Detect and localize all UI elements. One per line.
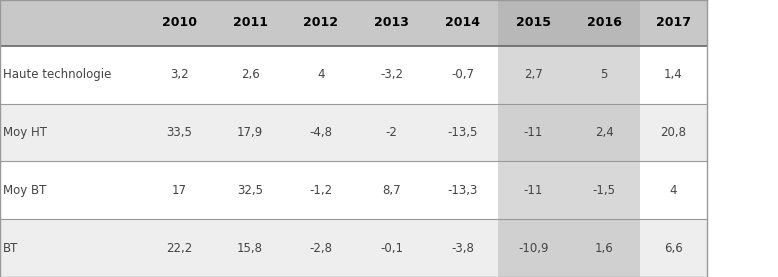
Text: 2,4: 2,4 (594, 126, 614, 139)
Bar (498, 46, 569, 104)
Text: Moy HT: Moy HT (3, 126, 47, 139)
Bar (215, 161, 286, 219)
Text: -1,2: -1,2 (310, 184, 332, 197)
Text: -11: -11 (524, 126, 543, 139)
Bar (569, 0, 640, 46)
Bar (427, 161, 498, 219)
Bar (498, 104, 569, 161)
Text: 15,8: 15,8 (237, 242, 263, 255)
Text: 2,6: 2,6 (240, 68, 260, 81)
Text: 4: 4 (670, 184, 677, 197)
Text: 1,4: 1,4 (664, 68, 683, 81)
Bar (215, 219, 286, 277)
Bar (498, 0, 569, 46)
Bar (569, 104, 640, 161)
Text: -13,5: -13,5 (447, 126, 478, 139)
Text: -10,9: -10,9 (518, 242, 548, 255)
Text: -1,5: -1,5 (593, 184, 615, 197)
Text: -0,1: -0,1 (380, 242, 403, 255)
Text: -0,7: -0,7 (451, 68, 474, 81)
Text: Haute technologie: Haute technologie (3, 68, 111, 81)
Bar (569, 46, 640, 104)
Bar (356, 219, 427, 277)
Text: 4: 4 (317, 68, 324, 81)
Bar (286, 0, 356, 46)
Text: 20,8: 20,8 (661, 126, 686, 139)
Text: 32,5: 32,5 (237, 184, 263, 197)
Bar (640, 46, 707, 104)
Bar (427, 219, 498, 277)
Bar (215, 0, 286, 46)
Text: Moy BT: Moy BT (3, 184, 47, 197)
Bar (215, 104, 286, 161)
Bar (286, 46, 356, 104)
Bar (0, 0, 144, 46)
Bar (144, 104, 215, 161)
Text: -2,8: -2,8 (310, 242, 332, 255)
Bar (144, 161, 215, 219)
Bar (356, 46, 427, 104)
Text: -13,3: -13,3 (447, 184, 478, 197)
Bar (356, 161, 427, 219)
Bar (427, 104, 498, 161)
Bar (569, 219, 640, 277)
Bar (640, 219, 707, 277)
Text: 17,9: 17,9 (237, 126, 263, 139)
Text: -11: -11 (524, 184, 543, 197)
Text: -2: -2 (386, 126, 398, 139)
Bar (144, 46, 215, 104)
Text: 2010: 2010 (162, 16, 197, 29)
Bar (0, 161, 144, 219)
Bar (356, 104, 427, 161)
Bar (215, 46, 286, 104)
Bar (144, 219, 215, 277)
Text: 2,7: 2,7 (524, 68, 543, 81)
Bar (286, 219, 356, 277)
Bar (498, 219, 569, 277)
Text: -4,8: -4,8 (310, 126, 332, 139)
Bar (286, 161, 356, 219)
Text: 22,2: 22,2 (166, 242, 192, 255)
Bar (144, 0, 215, 46)
Bar (498, 161, 569, 219)
Bar (0, 46, 144, 104)
Text: 6,6: 6,6 (664, 242, 683, 255)
Text: 1,6: 1,6 (594, 242, 614, 255)
Text: BT: BT (3, 242, 19, 255)
Bar (0, 219, 144, 277)
Text: -3,2: -3,2 (380, 68, 403, 81)
Text: 2012: 2012 (303, 16, 338, 29)
Text: 2016: 2016 (587, 16, 622, 29)
Text: -3,8: -3,8 (451, 242, 474, 255)
Bar (0, 104, 144, 161)
Text: 2015: 2015 (516, 16, 551, 29)
Text: 17: 17 (172, 184, 187, 197)
Bar (640, 0, 707, 46)
Bar (427, 46, 498, 104)
Text: 33,5: 33,5 (166, 126, 192, 139)
Text: 2017: 2017 (656, 16, 691, 29)
Bar (286, 104, 356, 161)
Bar (356, 0, 427, 46)
Text: 5: 5 (601, 68, 608, 81)
Text: 2011: 2011 (233, 16, 268, 29)
Text: 3,2: 3,2 (170, 68, 188, 81)
Text: 2013: 2013 (374, 16, 409, 29)
Bar (640, 161, 707, 219)
Text: 8,7: 8,7 (383, 184, 401, 197)
Bar (640, 104, 707, 161)
Text: 2014: 2014 (445, 16, 480, 29)
Bar (569, 161, 640, 219)
Bar (427, 0, 498, 46)
